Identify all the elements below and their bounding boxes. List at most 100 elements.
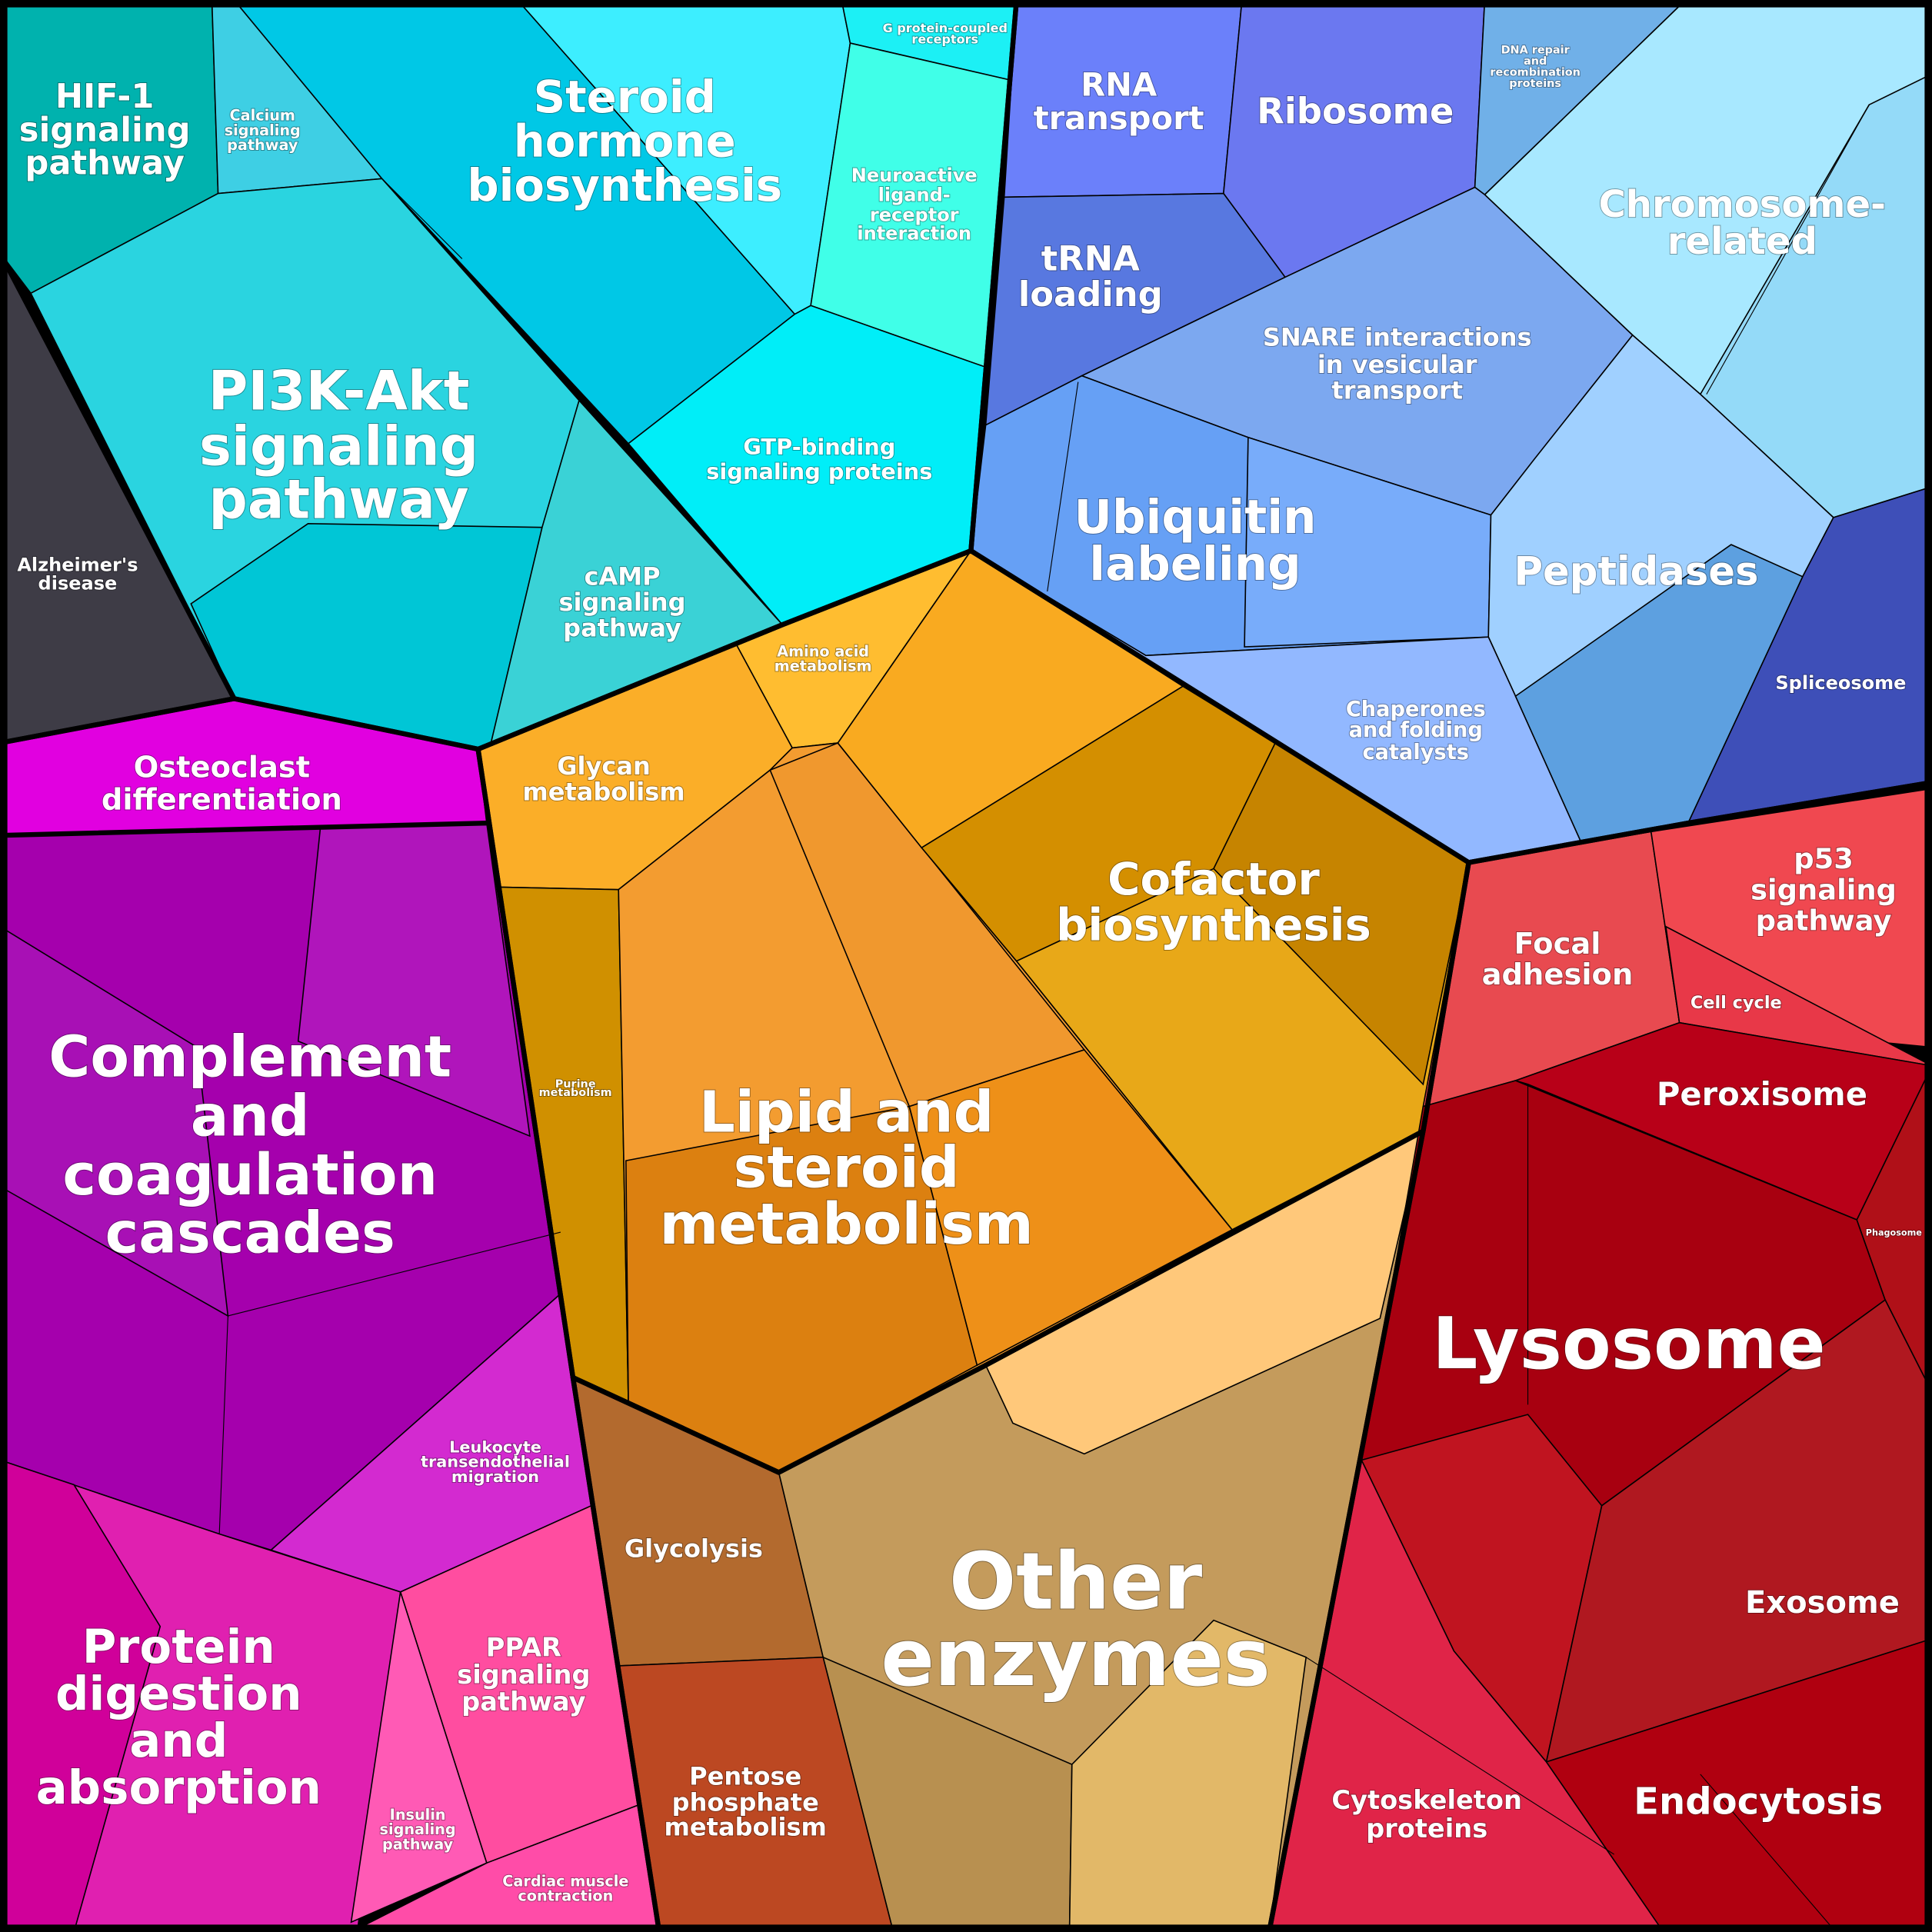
label-line: contraction [518, 1887, 613, 1904]
label-line: metabolism [665, 1812, 827, 1841]
label-line: proteins [1366, 1814, 1487, 1844]
label-line: GTP-binding [743, 434, 895, 460]
region-label: G protein-coupled receptors [883, 20, 1008, 45]
sub-line [73, 1626, 161, 1932]
region-label: cAMP signaling pathway [558, 561, 685, 642]
region-label: Other enzymes [881, 1537, 1270, 1704]
region-label: Glycolysis [625, 1534, 763, 1563]
label-line: Spliceosome [1775, 672, 1906, 694]
region-label: Focal adhesion [1482, 926, 1634, 991]
label-line: Glycan [557, 751, 651, 781]
label-line: Focal [1514, 926, 1601, 961]
region-cell [350, 1591, 488, 1924]
region-label: Glycan metabolism [522, 751, 685, 807]
label-line: biosynthesis [467, 159, 782, 212]
region-label: Neuroactive ligand-receptor interaction [851, 165, 978, 244]
label-line: Complement [48, 1024, 451, 1090]
region-label: Calcium signaling pathway [225, 106, 301, 153]
label-line: pathway [563, 614, 681, 643]
label-line: Lipid and [699, 1080, 994, 1145]
sub-line [73, 1484, 161, 1627]
label-line: catalysts [1363, 740, 1469, 764]
region-label: Chromosome-related [1599, 183, 1886, 263]
region-label: Steroid hormone biosynthesis [467, 70, 782, 211]
sub-line [1305, 1657, 1614, 1855]
label-line: Endocytosis [1634, 1780, 1883, 1823]
label-line: steroid [734, 1136, 960, 1201]
region-cell [1514, 544, 1804, 843]
label-line: Neuroactive [851, 165, 978, 186]
sub-line [1706, 104, 1870, 395]
label-line: differentiation [102, 782, 342, 817]
label-line: Exosome [1745, 1585, 1900, 1621]
region-label: Purine metabolism [539, 1078, 612, 1099]
label-line: disease [38, 572, 118, 594]
label-line: and [191, 1084, 310, 1149]
region-label: HIF-1 signaling pathway [19, 78, 191, 183]
region-label: Lysosome [1432, 1303, 1826, 1386]
sub-line [1244, 437, 1249, 648]
region-label: Complement and coagulation cascades [48, 1024, 451, 1266]
label-line: transendothelial [421, 1453, 570, 1471]
label-line: signaling [457, 1659, 590, 1689]
sub-line [218, 1315, 228, 1534]
sub-lines [0, 104, 1870, 1932]
region-label: Ubiquitin labeling [1074, 490, 1317, 591]
label-line: pathway [382, 1835, 454, 1853]
region-label: Peroxisome [1657, 1075, 1867, 1113]
label-line: Cytoskeleton [1331, 1785, 1522, 1815]
label-line: phosphate [672, 1787, 819, 1817]
label-line: Glycolysis [625, 1534, 763, 1563]
region-label: Peptidases [1514, 549, 1758, 595]
label-line: receptors [911, 32, 978, 46]
label-line: pathway [227, 136, 298, 154]
label-line: tRNA [1041, 238, 1140, 279]
label-line: cAMP [584, 561, 660, 591]
label-line: Chaperones [1346, 697, 1486, 721]
label-line: migration [451, 1467, 539, 1486]
region-label: Cofactor biosynthesis [1056, 853, 1371, 951]
label-line: metabolism [522, 778, 685, 807]
group-border [1266, 780, 1932, 1932]
sub-line [381, 178, 463, 259]
label-line: signaling [199, 415, 478, 478]
label-line: cascades [105, 1201, 395, 1266]
region-label: Osteoclast differentiation [102, 750, 342, 817]
region-label: Amino acid metabolism [774, 642, 872, 675]
label-line: Cofactor [1108, 853, 1320, 905]
label-line: and [129, 1713, 228, 1767]
label-line: labeling [1089, 537, 1301, 591]
label-line: signaling proteins [706, 458, 932, 485]
region-label: Cell cycle [1690, 993, 1782, 1013]
label-line: proteins [1509, 78, 1561, 90]
region-label: p53 signaling pathway [1750, 842, 1897, 937]
label-line: coagulation [62, 1143, 438, 1208]
label-line: Osteoclast [134, 750, 311, 784]
label-line: p53 [1794, 842, 1854, 875]
label-line: adhesion [1482, 957, 1634, 991]
region-label: RNA transport [1034, 66, 1204, 137]
region-label: Leukocyte transendothelial migration [421, 1437, 570, 1485]
region-label: tRNA loading [1018, 238, 1163, 315]
sub-line [190, 523, 308, 605]
label-line: Leukocyte [449, 1437, 541, 1456]
region-label: Phagosome [1866, 1228, 1923, 1238]
region-label: DNA repair and recombination proteins [1490, 45, 1581, 90]
sub-line [228, 1231, 561, 1317]
region-label: Ribosome [1257, 90, 1454, 132]
label-line: Amino acid [777, 642, 869, 660]
label-line: PI3K-Akt [208, 359, 470, 422]
label-line: metabolism [659, 1192, 1033, 1257]
label-line: in vesicular [1317, 350, 1477, 379]
label-line: Steroid [534, 70, 716, 122]
label-line: Pentose [689, 1762, 801, 1791]
label-line: signaling [225, 121, 301, 138]
label-line: absorption [36, 1760, 321, 1814]
label-line: enzymes [881, 1613, 1270, 1704]
label-line: Other [949, 1537, 1203, 1628]
label-line: Ubiquitin [1074, 490, 1317, 545]
sub-line [0, 926, 198, 1048]
region-label: Pentose phosphate metabolism [665, 1762, 827, 1842]
region-label: Lipid and steroid metabolism [659, 1080, 1033, 1257]
